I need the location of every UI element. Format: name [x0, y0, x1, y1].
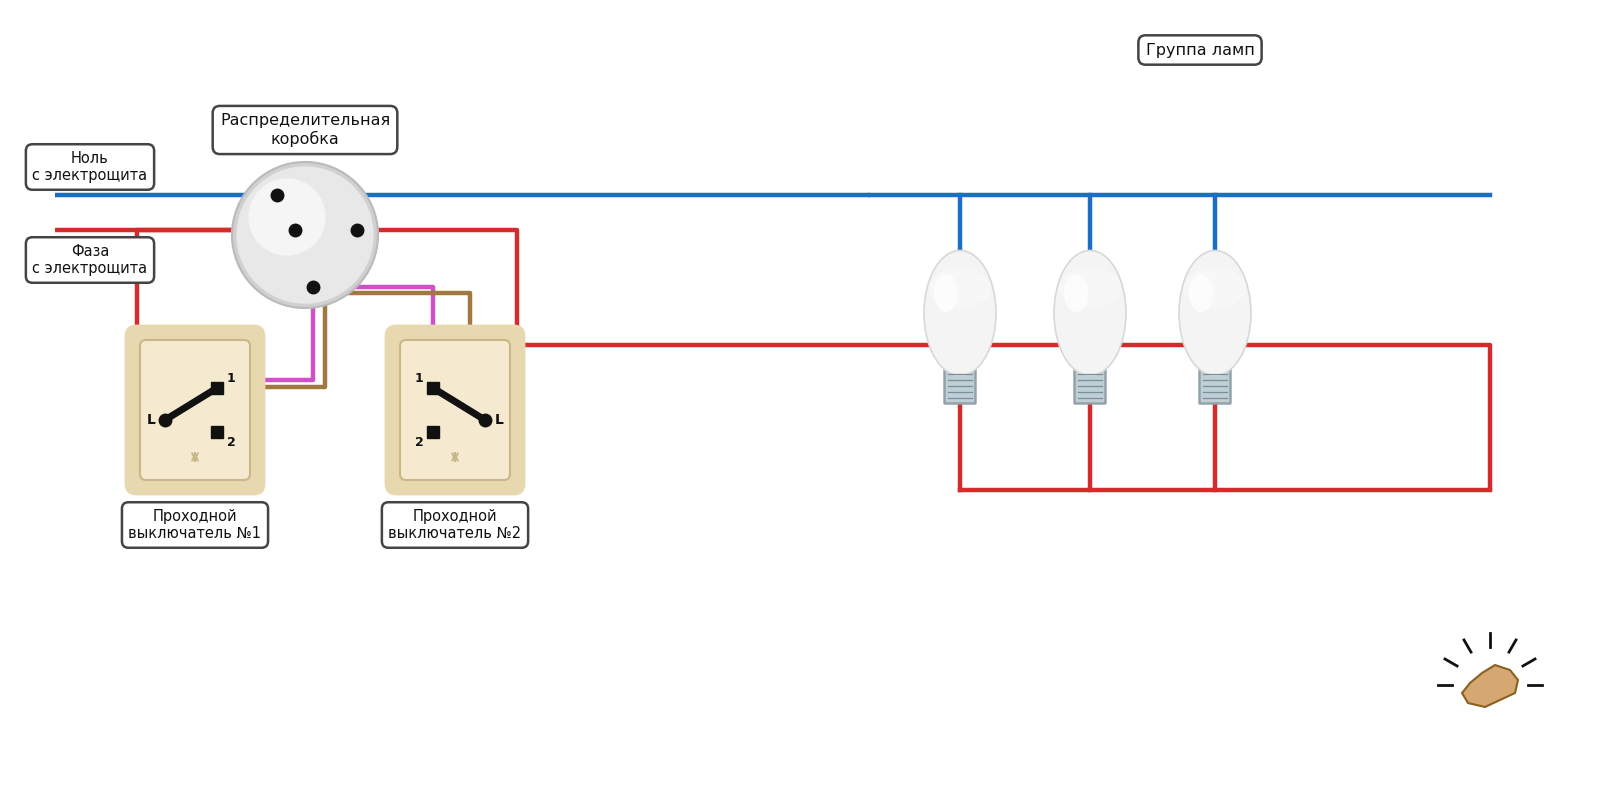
FancyBboxPatch shape [1075, 365, 1106, 403]
Circle shape [237, 167, 373, 303]
FancyBboxPatch shape [1074, 364, 1106, 404]
Circle shape [232, 162, 378, 308]
Text: Группа ламп: Группа ламп [1146, 42, 1254, 58]
FancyBboxPatch shape [141, 340, 250, 480]
Text: 2: 2 [227, 435, 235, 449]
Ellipse shape [1184, 268, 1246, 308]
Text: Ноль
с электрощита: Ноль с электрощита [32, 150, 147, 183]
Ellipse shape [1179, 250, 1251, 375]
Circle shape [250, 179, 325, 255]
Ellipse shape [1064, 274, 1088, 312]
FancyBboxPatch shape [1198, 364, 1230, 404]
Text: Проходной
выключатель №2: Проходной выключатель №2 [389, 509, 522, 541]
FancyBboxPatch shape [946, 365, 974, 403]
FancyBboxPatch shape [126, 326, 264, 494]
Text: 1: 1 [227, 371, 235, 385]
Ellipse shape [930, 268, 990, 308]
FancyBboxPatch shape [1200, 365, 1230, 403]
Text: Проходной
выключатель №1: Проходной выключатель №1 [128, 509, 261, 541]
Text: L: L [494, 413, 504, 427]
Text: Фаза
с электрощита: Фаза с электрощита [32, 244, 147, 276]
Ellipse shape [1059, 268, 1122, 308]
Text: 2: 2 [414, 435, 424, 449]
Polygon shape [1462, 665, 1518, 707]
Ellipse shape [934, 274, 958, 312]
Ellipse shape [925, 250, 995, 375]
Text: Распределительная
коробка: Распределительная коробка [219, 113, 390, 147]
Ellipse shape [1189, 274, 1213, 312]
FancyBboxPatch shape [944, 364, 976, 404]
FancyBboxPatch shape [386, 326, 525, 494]
Text: 1: 1 [414, 371, 424, 385]
Text: L: L [147, 413, 155, 427]
FancyBboxPatch shape [400, 340, 510, 480]
Ellipse shape [1054, 250, 1126, 375]
